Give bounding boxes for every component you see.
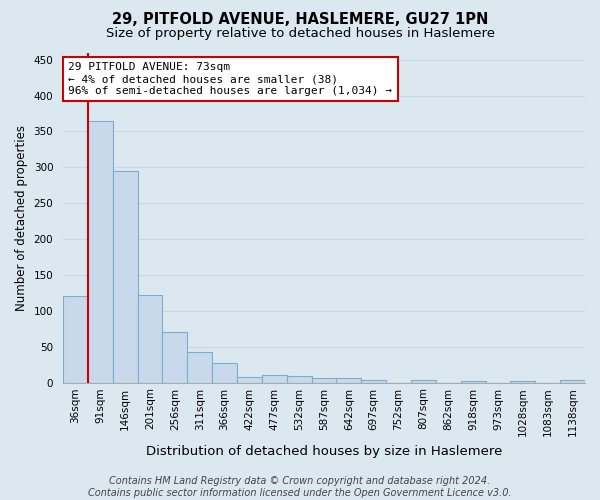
Bar <box>311 378 337 382</box>
Bar <box>88 120 113 382</box>
Bar <box>461 381 485 382</box>
Text: 29 PITFOLD AVENUE: 73sqm
← 4% of detached houses are smaller (38)
96% of semi-de: 29 PITFOLD AVENUE: 73sqm ← 4% of detache… <box>68 62 392 96</box>
Bar <box>63 296 88 382</box>
Bar <box>212 363 237 382</box>
Bar <box>163 332 187 382</box>
Bar <box>113 171 137 382</box>
Bar <box>137 295 163 382</box>
Bar <box>411 380 436 382</box>
Bar <box>560 380 585 382</box>
Bar <box>237 377 262 382</box>
Bar <box>262 376 287 382</box>
Text: Contains HM Land Registry data © Crown copyright and database right 2024.
Contai: Contains HM Land Registry data © Crown c… <box>88 476 512 498</box>
Bar <box>287 376 311 382</box>
Bar <box>361 380 386 382</box>
Y-axis label: Number of detached properties: Number of detached properties <box>15 124 28 310</box>
Bar <box>187 352 212 382</box>
Bar <box>337 378 361 382</box>
Text: 29, PITFOLD AVENUE, HASLEMERE, GU27 1PN: 29, PITFOLD AVENUE, HASLEMERE, GU27 1PN <box>112 12 488 28</box>
Text: Size of property relative to detached houses in Haslemere: Size of property relative to detached ho… <box>106 28 494 40</box>
Bar <box>511 381 535 382</box>
X-axis label: Distribution of detached houses by size in Haslemere: Distribution of detached houses by size … <box>146 444 502 458</box>
